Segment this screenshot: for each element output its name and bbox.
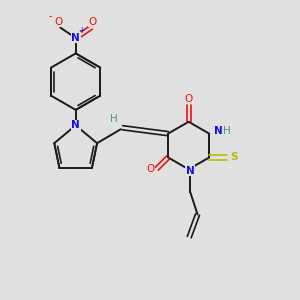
Text: +: +	[78, 26, 84, 35]
Text: O: O	[146, 164, 154, 174]
Text: O: O	[88, 16, 97, 27]
Text: H: H	[223, 126, 231, 136]
Text: H: H	[110, 114, 117, 124]
Text: N: N	[71, 120, 80, 130]
Text: S: S	[230, 152, 237, 162]
Text: N: N	[214, 126, 223, 136]
Text: O: O	[184, 94, 193, 104]
Text: N: N	[71, 33, 80, 43]
Text: O: O	[55, 16, 63, 27]
Text: N: N	[186, 166, 194, 176]
Text: -: -	[48, 11, 52, 21]
